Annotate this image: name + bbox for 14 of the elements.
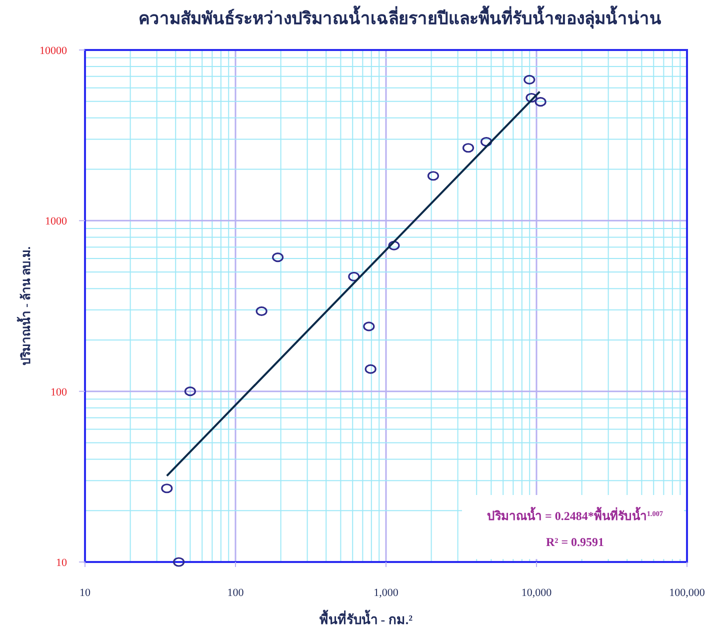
x-tick-label: 10,000 [521, 587, 552, 599]
chart-title: ความสัมพันธ์ระหว่างปริมาณน้ำเฉลี่ยรายปีและพื้นที่รับน้ำของลุ่มน้ำน่าน [138, 5, 662, 29]
y-tick-label: 10000 [40, 45, 68, 57]
y-tick-label: 10 [56, 557, 68, 569]
x-axis-title: พื้นที่รับน้ำ - กม.² [320, 609, 413, 627]
y-axis-title: ปริมาณน้ำ - ล้าน ลบ.ม. [16, 246, 33, 366]
y-tick-label: 100 [50, 386, 68, 398]
x-tick-label: 10 [80, 587, 91, 599]
annotation: R² = 0.9591 [546, 535, 604, 549]
y-tick-label: 1000 [45, 216, 68, 228]
x-tick-label: 1,000 [374, 587, 399, 599]
annotation: ปริมาณน้ำ = 0.2484*พื้นที่รับน้ำ$^{1.007}$ [486, 506, 664, 523]
x-tick-label: 100,000 [669, 587, 706, 599]
x-tick-label: 100 [227, 587, 244, 599]
